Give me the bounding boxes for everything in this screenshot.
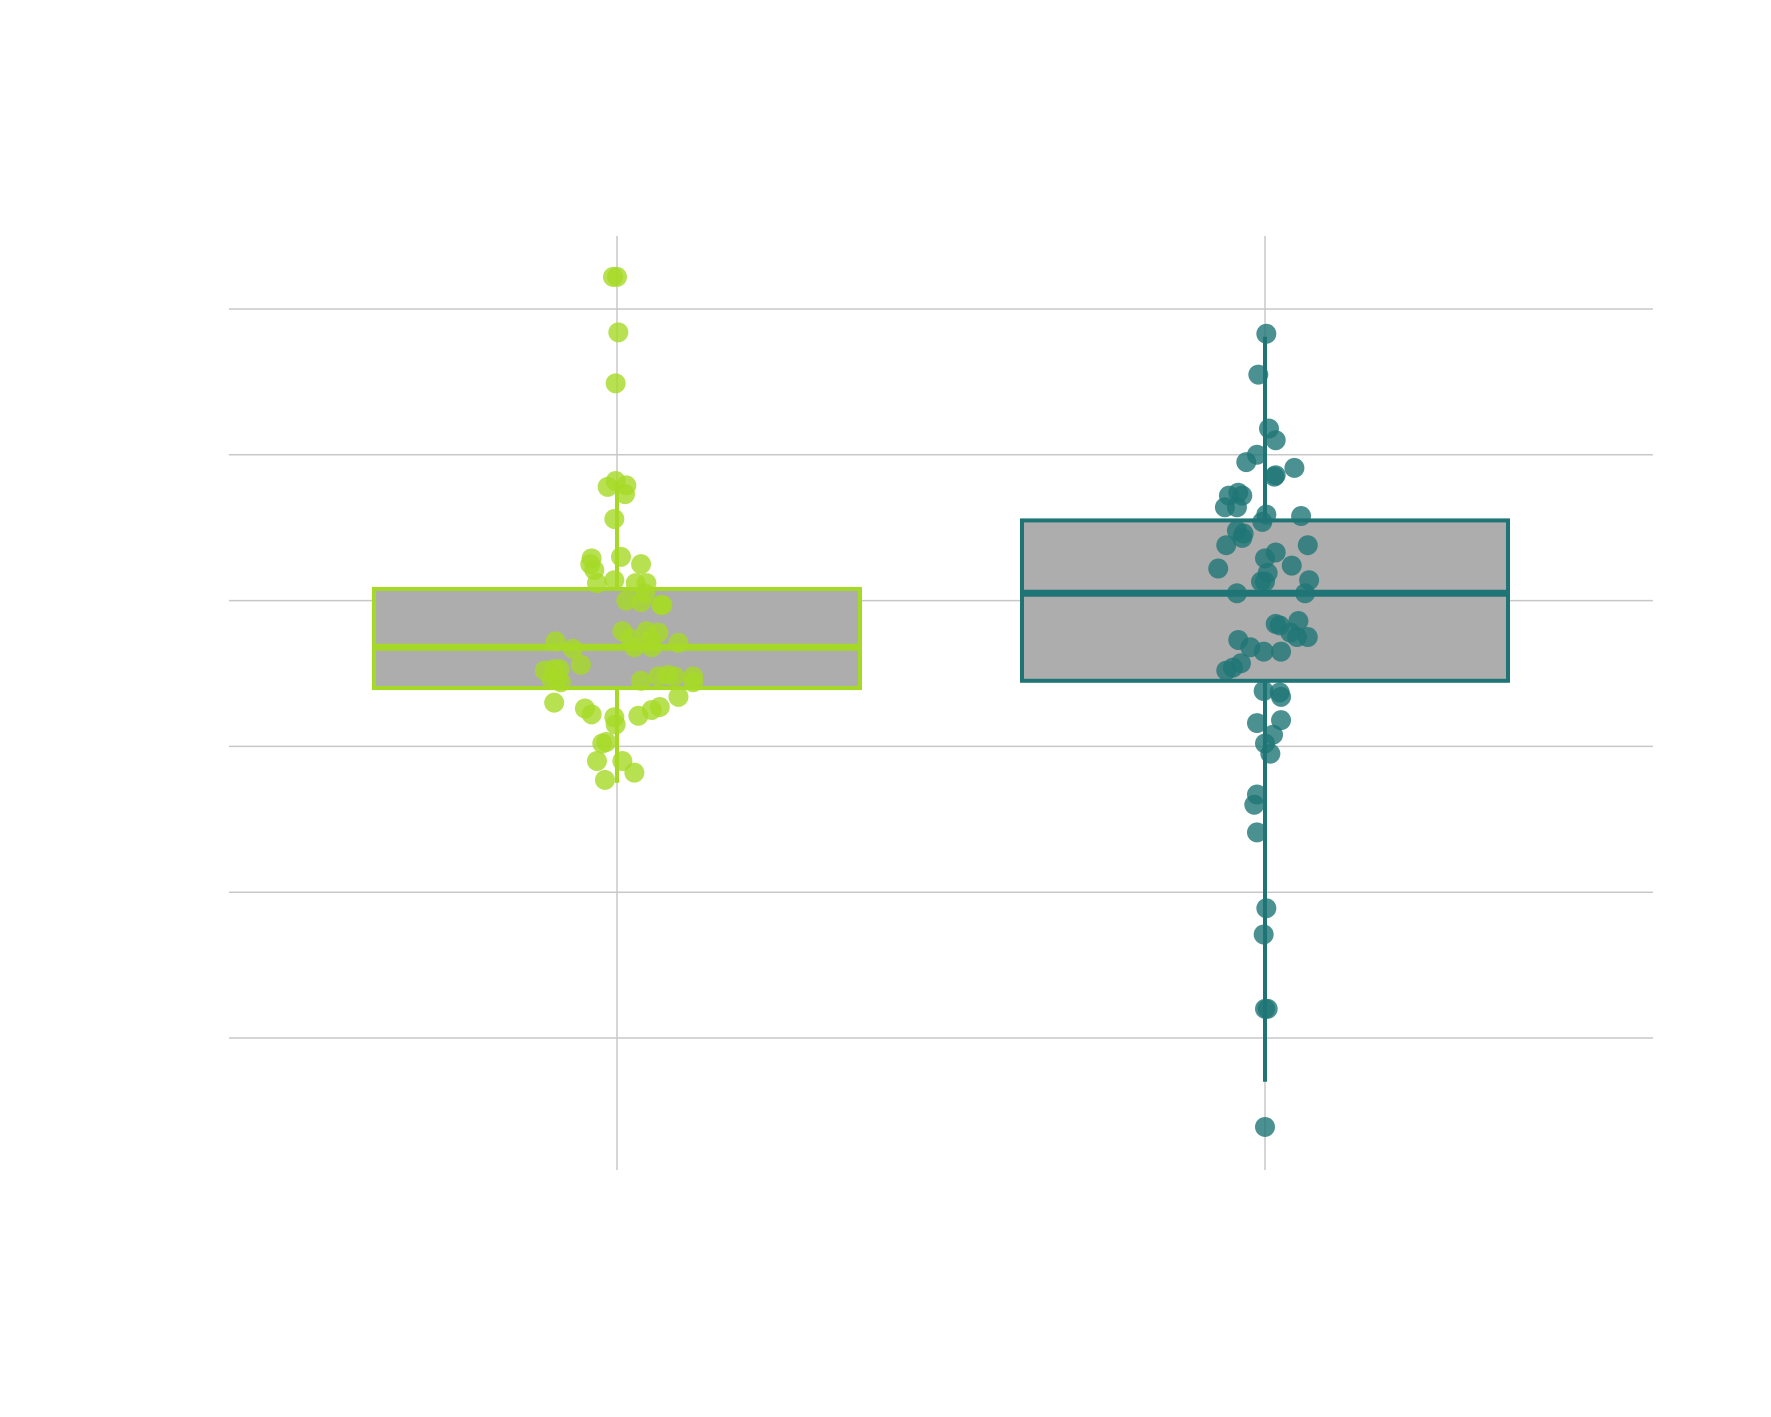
point-0-52	[649, 697, 670, 718]
point-1-28	[1255, 571, 1275, 592]
point-1-55	[1246, 822, 1267, 843]
point-0-39	[541, 669, 562, 690]
point-0-28	[624, 637, 645, 658]
point-0-56	[596, 732, 617, 753]
point-0-8	[604, 508, 625, 529]
point-1-49	[1271, 710, 1292, 731]
point-0-32	[668, 632, 689, 653]
point-1-13	[1232, 485, 1253, 506]
point-1-22	[1281, 555, 1302, 576]
point-1-52	[1260, 743, 1281, 764]
point-1-0	[1256, 323, 1277, 344]
point-0-31	[562, 638, 583, 659]
point-1-59	[1257, 998, 1278, 1019]
point-0-47	[668, 686, 689, 707]
point-1-40	[1253, 641, 1274, 662]
point-1-37	[1297, 627, 1318, 648]
point-1-3	[1265, 430, 1286, 451]
point-0-59	[624, 762, 645, 783]
point-0-15	[604, 570, 625, 591]
point-1-57	[1253, 924, 1274, 945]
point-0-43	[664, 666, 685, 687]
point-0-13	[631, 554, 652, 575]
series-1	[1020, 323, 1510, 1137]
point-1-15	[1252, 511, 1273, 532]
point-1-31	[1226, 583, 1247, 604]
point-0-19	[616, 590, 637, 611]
point-0-7	[615, 484, 636, 505]
point-0-22	[652, 594, 673, 615]
point-0-49	[574, 698, 595, 719]
point-0-29	[641, 637, 662, 658]
point-0-3	[605, 373, 626, 394]
point-0-45	[683, 672, 704, 693]
point-1-24	[1208, 558, 1229, 579]
point-1-6	[1284, 457, 1305, 478]
point-0-60	[594, 769, 615, 790]
point-1-48	[1246, 713, 1267, 734]
point-0-30	[545, 631, 566, 652]
point-0-57	[586, 750, 607, 771]
point-0-54	[605, 714, 626, 735]
point-0-6	[597, 476, 618, 497]
point-0-20	[631, 592, 652, 613]
series-0	[372, 266, 862, 790]
point-0-12	[611, 546, 632, 567]
point-0-14	[586, 573, 607, 594]
point-1-41	[1271, 641, 1292, 662]
series-layer	[372, 266, 1510, 1137]
point-1-45	[1253, 680, 1274, 701]
point-1-47	[1271, 686, 1292, 707]
point-1-8	[1265, 465, 1286, 486]
point-1-44	[1216, 660, 1237, 681]
point-1-23	[1297, 535, 1318, 556]
point-1-20	[1216, 535, 1237, 556]
point-1-54	[1244, 794, 1265, 815]
grid-layer	[229, 236, 1653, 1170]
point-0-2	[608, 322, 629, 343]
point-1-19	[1232, 527, 1253, 548]
point-1-5	[1236, 452, 1257, 473]
point-0-46	[544, 692, 565, 713]
point-1-30	[1295, 583, 1316, 604]
point-0-1	[607, 266, 627, 287]
point-0-33	[570, 654, 591, 675]
point-1-56	[1256, 898, 1277, 919]
point-1-60	[1255, 1116, 1275, 1137]
point-1-1	[1248, 364, 1269, 385]
point-0-40	[631, 670, 652, 691]
point-1-16	[1291, 506, 1312, 527]
